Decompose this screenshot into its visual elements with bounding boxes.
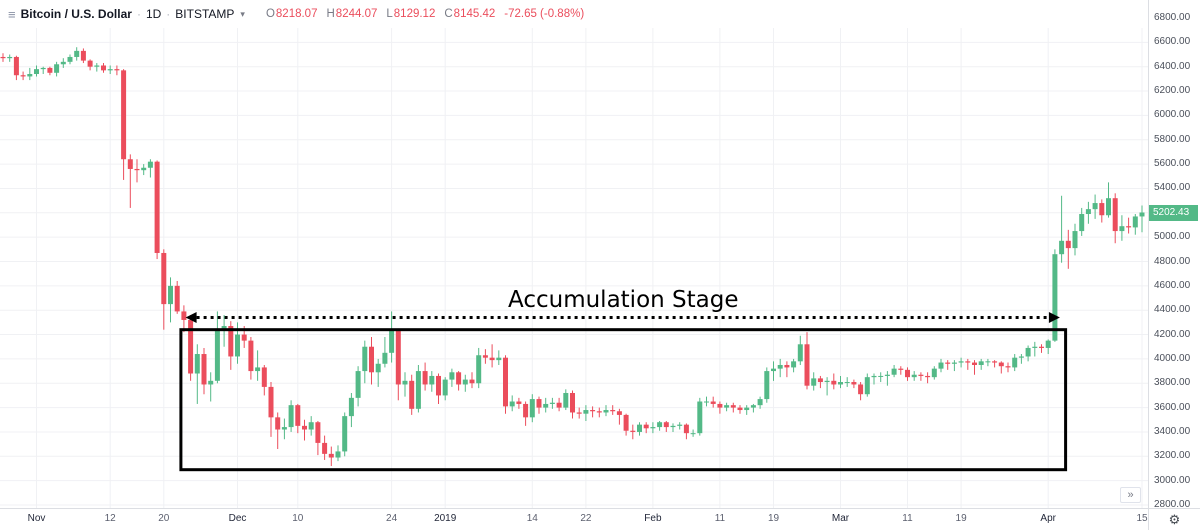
- price-axis[interactable]: 5202.43 6800.00 6600.00 6400.00 6200.00 6000…: [1148, 0, 1200, 510]
- ohlc-open: O8218.07: [265, 8, 318, 20]
- price-tick-label: 3400.00: [1154, 425, 1191, 437]
- price-tick-label: 6400.00: [1154, 60, 1191, 72]
- time-tick-label: 15: [1136, 513, 1148, 524]
- axis-corner: ⚙: [1148, 508, 1200, 530]
- settings-gear-icon[interactable]: ⚙: [1168, 512, 1181, 527]
- separator-dot: ·: [166, 7, 171, 21]
- ohlc-high: H8244.07: [326, 8, 378, 20]
- time-tick-label: Dec: [228, 513, 247, 524]
- collapse-right-panel-button[interactable]: »: [1120, 487, 1141, 503]
- time-tick-label: 19: [767, 513, 780, 524]
- price-tick-label: 4000.00: [1154, 352, 1191, 364]
- price-tick-label: 6200.00: [1154, 85, 1191, 97]
- time-tick-label: 14: [526, 513, 538, 524]
- time-tick-label: Apr: [1040, 513, 1056, 524]
- time-tick-label: Feb: [644, 513, 662, 524]
- price-tick-label: 5600.00: [1154, 158, 1191, 170]
- candles-series: [0, 47, 1145, 467]
- last-price-badge: 5202.43: [1149, 204, 1198, 221]
- grid: [0, 0, 1148, 508]
- time-tick-label: 24: [386, 513, 398, 524]
- price-tick-label: 4400.00: [1154, 304, 1191, 316]
- chart-header: ≡ Bitcoin / U.S. Dollar · 1D · BITSTAMP …: [0, 0, 1148, 28]
- price-tick-label: 6600.00: [1154, 36, 1191, 48]
- symbol-menu-icon[interactable]: ≡: [8, 6, 16, 22]
- price-tick-label: 3800.00: [1154, 377, 1191, 389]
- time-tick-label: Nov: [27, 513, 46, 524]
- accumulation-box[interactable]: [179, 328, 1068, 472]
- chart-canvas[interactable]: [0, 0, 1148, 508]
- interval-label[interactable]: 1D: [145, 7, 162, 21]
- ohlc-close: C8145.42: [444, 8, 496, 20]
- price-tick-label: 6000.00: [1154, 109, 1191, 121]
- time-tick-label: 11: [714, 513, 726, 524]
- ohlc-low: L8129.12: [386, 8, 436, 20]
- price-tick-label: 2800.00: [1154, 499, 1191, 510]
- price-tick-label: 5400.00: [1154, 182, 1191, 194]
- arrow-head-right: [1048, 312, 1060, 324]
- price-tick-label: 4200.00: [1154, 328, 1191, 340]
- chevron-down-icon[interactable]: ▾: [240, 8, 245, 19]
- time-axis[interactable]: Nov 12 20 Dec 10 24 2019 14 22 Feb 11 19 Mar 11 19 Apr 1…: [0, 508, 1200, 530]
- symbol-title[interactable]: Bitcoin / U.S. Dollar: [20, 7, 132, 21]
- change-value: -72.65 (-0.88%): [504, 8, 585, 20]
- price-tick-label: 3000.00: [1154, 474, 1191, 486]
- price-tick-label: 4600.00: [1154, 279, 1191, 291]
- time-tick-label: 20: [158, 513, 170, 524]
- price-tick-label: 5800.00: [1154, 133, 1191, 145]
- time-tick-label: 19: [955, 513, 967, 524]
- time-tick-label: 2019: [434, 513, 457, 524]
- time-tick-label: 12: [104, 513, 116, 524]
- time-tick-label: Mar: [831, 513, 850, 524]
- separator-dot: ·: [136, 7, 141, 21]
- price-tick-label: 3600.00: [1154, 401, 1191, 413]
- price-tick-label: 3200.00: [1154, 450, 1191, 462]
- price-tick-label: 6800.00: [1154, 12, 1191, 23]
- price-tick-label: 4800.00: [1154, 255, 1191, 267]
- price-tick-label: 5000.00: [1154, 231, 1191, 243]
- accumulation-stage-label[interactable]: Accumulation Stage: [508, 286, 739, 313]
- arrow-head-left: [185, 312, 197, 324]
- exchange-label[interactable]: BITSTAMP: [175, 7, 235, 21]
- time-tick-label: 10: [292, 513, 304, 524]
- time-tick-label: 22: [580, 513, 592, 524]
- ohlc-readout: O8218.07 H8244.07 L8129.12 C8145.42 -72.…: [266, 8, 584, 20]
- time-tick-label: 11: [902, 513, 913, 524]
